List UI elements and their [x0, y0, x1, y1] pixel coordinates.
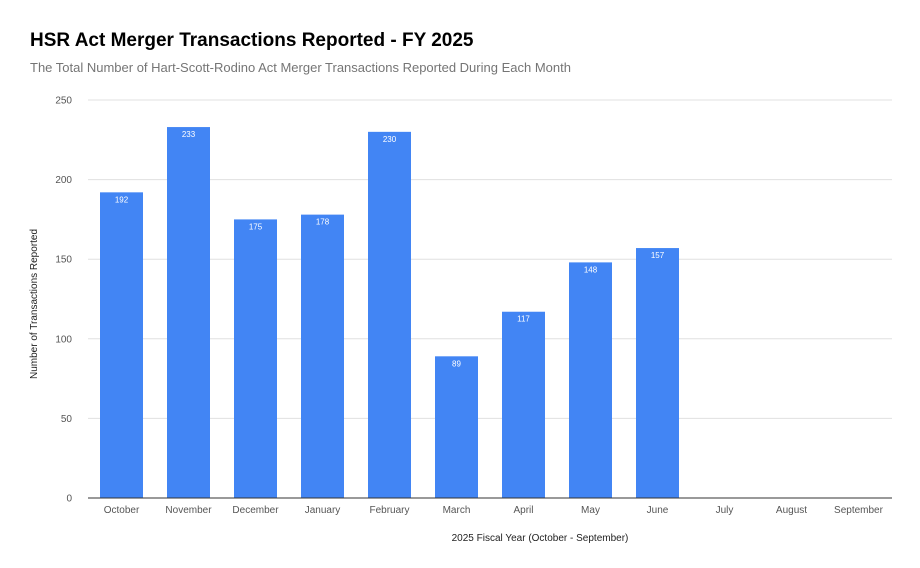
x-tick-label: September: [834, 505, 884, 516]
x-axis-title: 2025 Fiscal Year (October - September): [452, 533, 629, 544]
bar: [435, 356, 478, 498]
x-tick-label: March: [443, 505, 471, 516]
y-axis-title: Number of Transactions Reported: [29, 229, 40, 379]
data-label: 230: [383, 135, 397, 144]
chart-title: HSR Act Merger Transactions Reported - F…: [30, 30, 474, 51]
y-tick-label: 100: [55, 334, 72, 345]
bar: [368, 131, 411, 498]
x-tick-label: August: [776, 505, 807, 516]
y-tick-label: 50: [61, 414, 73, 425]
data-label: 157: [651, 251, 665, 260]
data-label: 175: [249, 222, 263, 231]
data-label: 148: [584, 265, 598, 274]
y-tick-label: 200: [55, 175, 72, 186]
y-tick-label: 250: [55, 96, 72, 107]
x-tick-label: April: [513, 505, 533, 516]
bar: [301, 214, 344, 498]
data-label: 117: [517, 315, 530, 324]
bar: [569, 262, 612, 498]
bar: [234, 219, 277, 498]
gridlines: [88, 99, 892, 419]
y-tick-label: 0: [66, 494, 72, 505]
x-axis-ticks: October November December January February Ma…: [104, 505, 884, 516]
bar: [167, 127, 210, 499]
y-axis-ticks: 0 50 100 150 200 250: [55, 96, 72, 505]
bar: [502, 311, 545, 498]
x-tick-label: November: [165, 505, 212, 516]
chart-subtitle: The Total Number of Hart-Scott-Rodino Ac…: [30, 60, 571, 75]
data-label: 89: [452, 359, 461, 368]
data-labels: 192 233 175 178 230 89 117 148 157: [115, 130, 665, 368]
x-tick-label: June: [647, 505, 669, 516]
bars: [100, 127, 679, 499]
x-tick-label: December: [232, 505, 279, 516]
bar: [100, 192, 143, 498]
data-label: 178: [316, 218, 330, 227]
x-tick-label: January: [305, 505, 341, 516]
x-tick-label: October: [104, 505, 140, 516]
x-tick-label: July: [716, 505, 734, 516]
bar: [636, 248, 679, 498]
data-label: 192: [115, 195, 129, 204]
x-tick-label: May: [581, 505, 600, 516]
y-tick-label: 150: [55, 255, 72, 266]
x-tick-label: February: [369, 505, 409, 516]
data-label: 233: [182, 130, 196, 139]
